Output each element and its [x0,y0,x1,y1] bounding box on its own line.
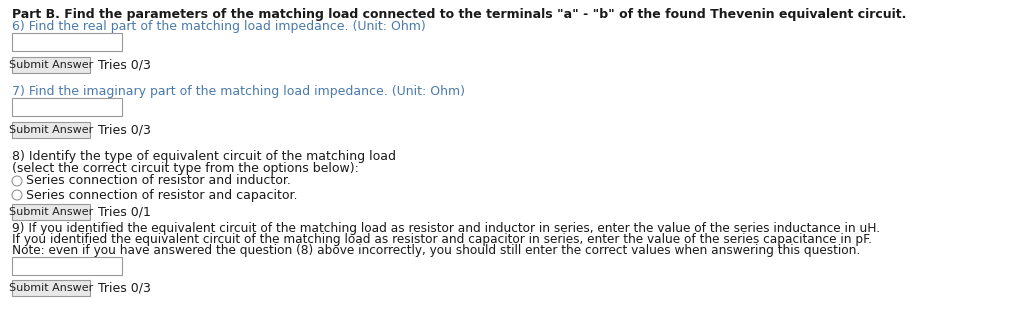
Circle shape [12,176,22,186]
Text: Series connection of resistor and inductor.: Series connection of resistor and induct… [26,174,291,188]
Text: Part B. Find the parameters of the matching load connected to the terminals "a" : Part B. Find the parameters of the match… [12,8,906,21]
Text: 7) Find the imaginary part of the matching load impedance. (Unit: Ohm): 7) Find the imaginary part of the matchi… [12,85,465,98]
Circle shape [12,190,22,200]
Text: Submit Answer: Submit Answer [9,207,93,217]
Text: Submit Answer: Submit Answer [9,283,93,293]
Text: Tries 0/3: Tries 0/3 [98,123,151,137]
Text: 8) Identify the type of equivalent circuit of the matching load: 8) Identify the type of equivalent circu… [12,150,396,163]
Text: Tries 0/3: Tries 0/3 [98,58,151,72]
Text: 9) If you identified the equivalent circuit of the matching load as resistor and: 9) If you identified the equivalent circ… [12,222,880,235]
FancyBboxPatch shape [12,257,122,275]
Text: Tries 0/1: Tries 0/1 [98,206,151,219]
Text: If you identified the equivalent circuit of the matching load as resistor and ca: If you identified the equivalent circuit… [12,233,871,246]
Text: Note: even if you have answered the question (8) above incorrectly, you should s: Note: even if you have answered the ques… [12,244,860,257]
FancyBboxPatch shape [12,98,122,116]
FancyBboxPatch shape [12,122,90,138]
Text: (select the correct circuit type from the options below):: (select the correct circuit type from th… [12,162,358,175]
Text: Tries 0/3: Tries 0/3 [98,281,151,295]
FancyBboxPatch shape [12,33,122,51]
FancyBboxPatch shape [12,280,90,296]
Text: Submit Answer: Submit Answer [9,125,93,135]
Text: Series connection of resistor and capacitor.: Series connection of resistor and capaci… [26,188,298,202]
FancyBboxPatch shape [12,57,90,73]
FancyBboxPatch shape [12,204,90,220]
Text: Submit Answer: Submit Answer [9,60,93,70]
Text: 6) Find the real part of the matching load impedance. (Unit: Ohm): 6) Find the real part of the matching lo… [12,20,426,33]
